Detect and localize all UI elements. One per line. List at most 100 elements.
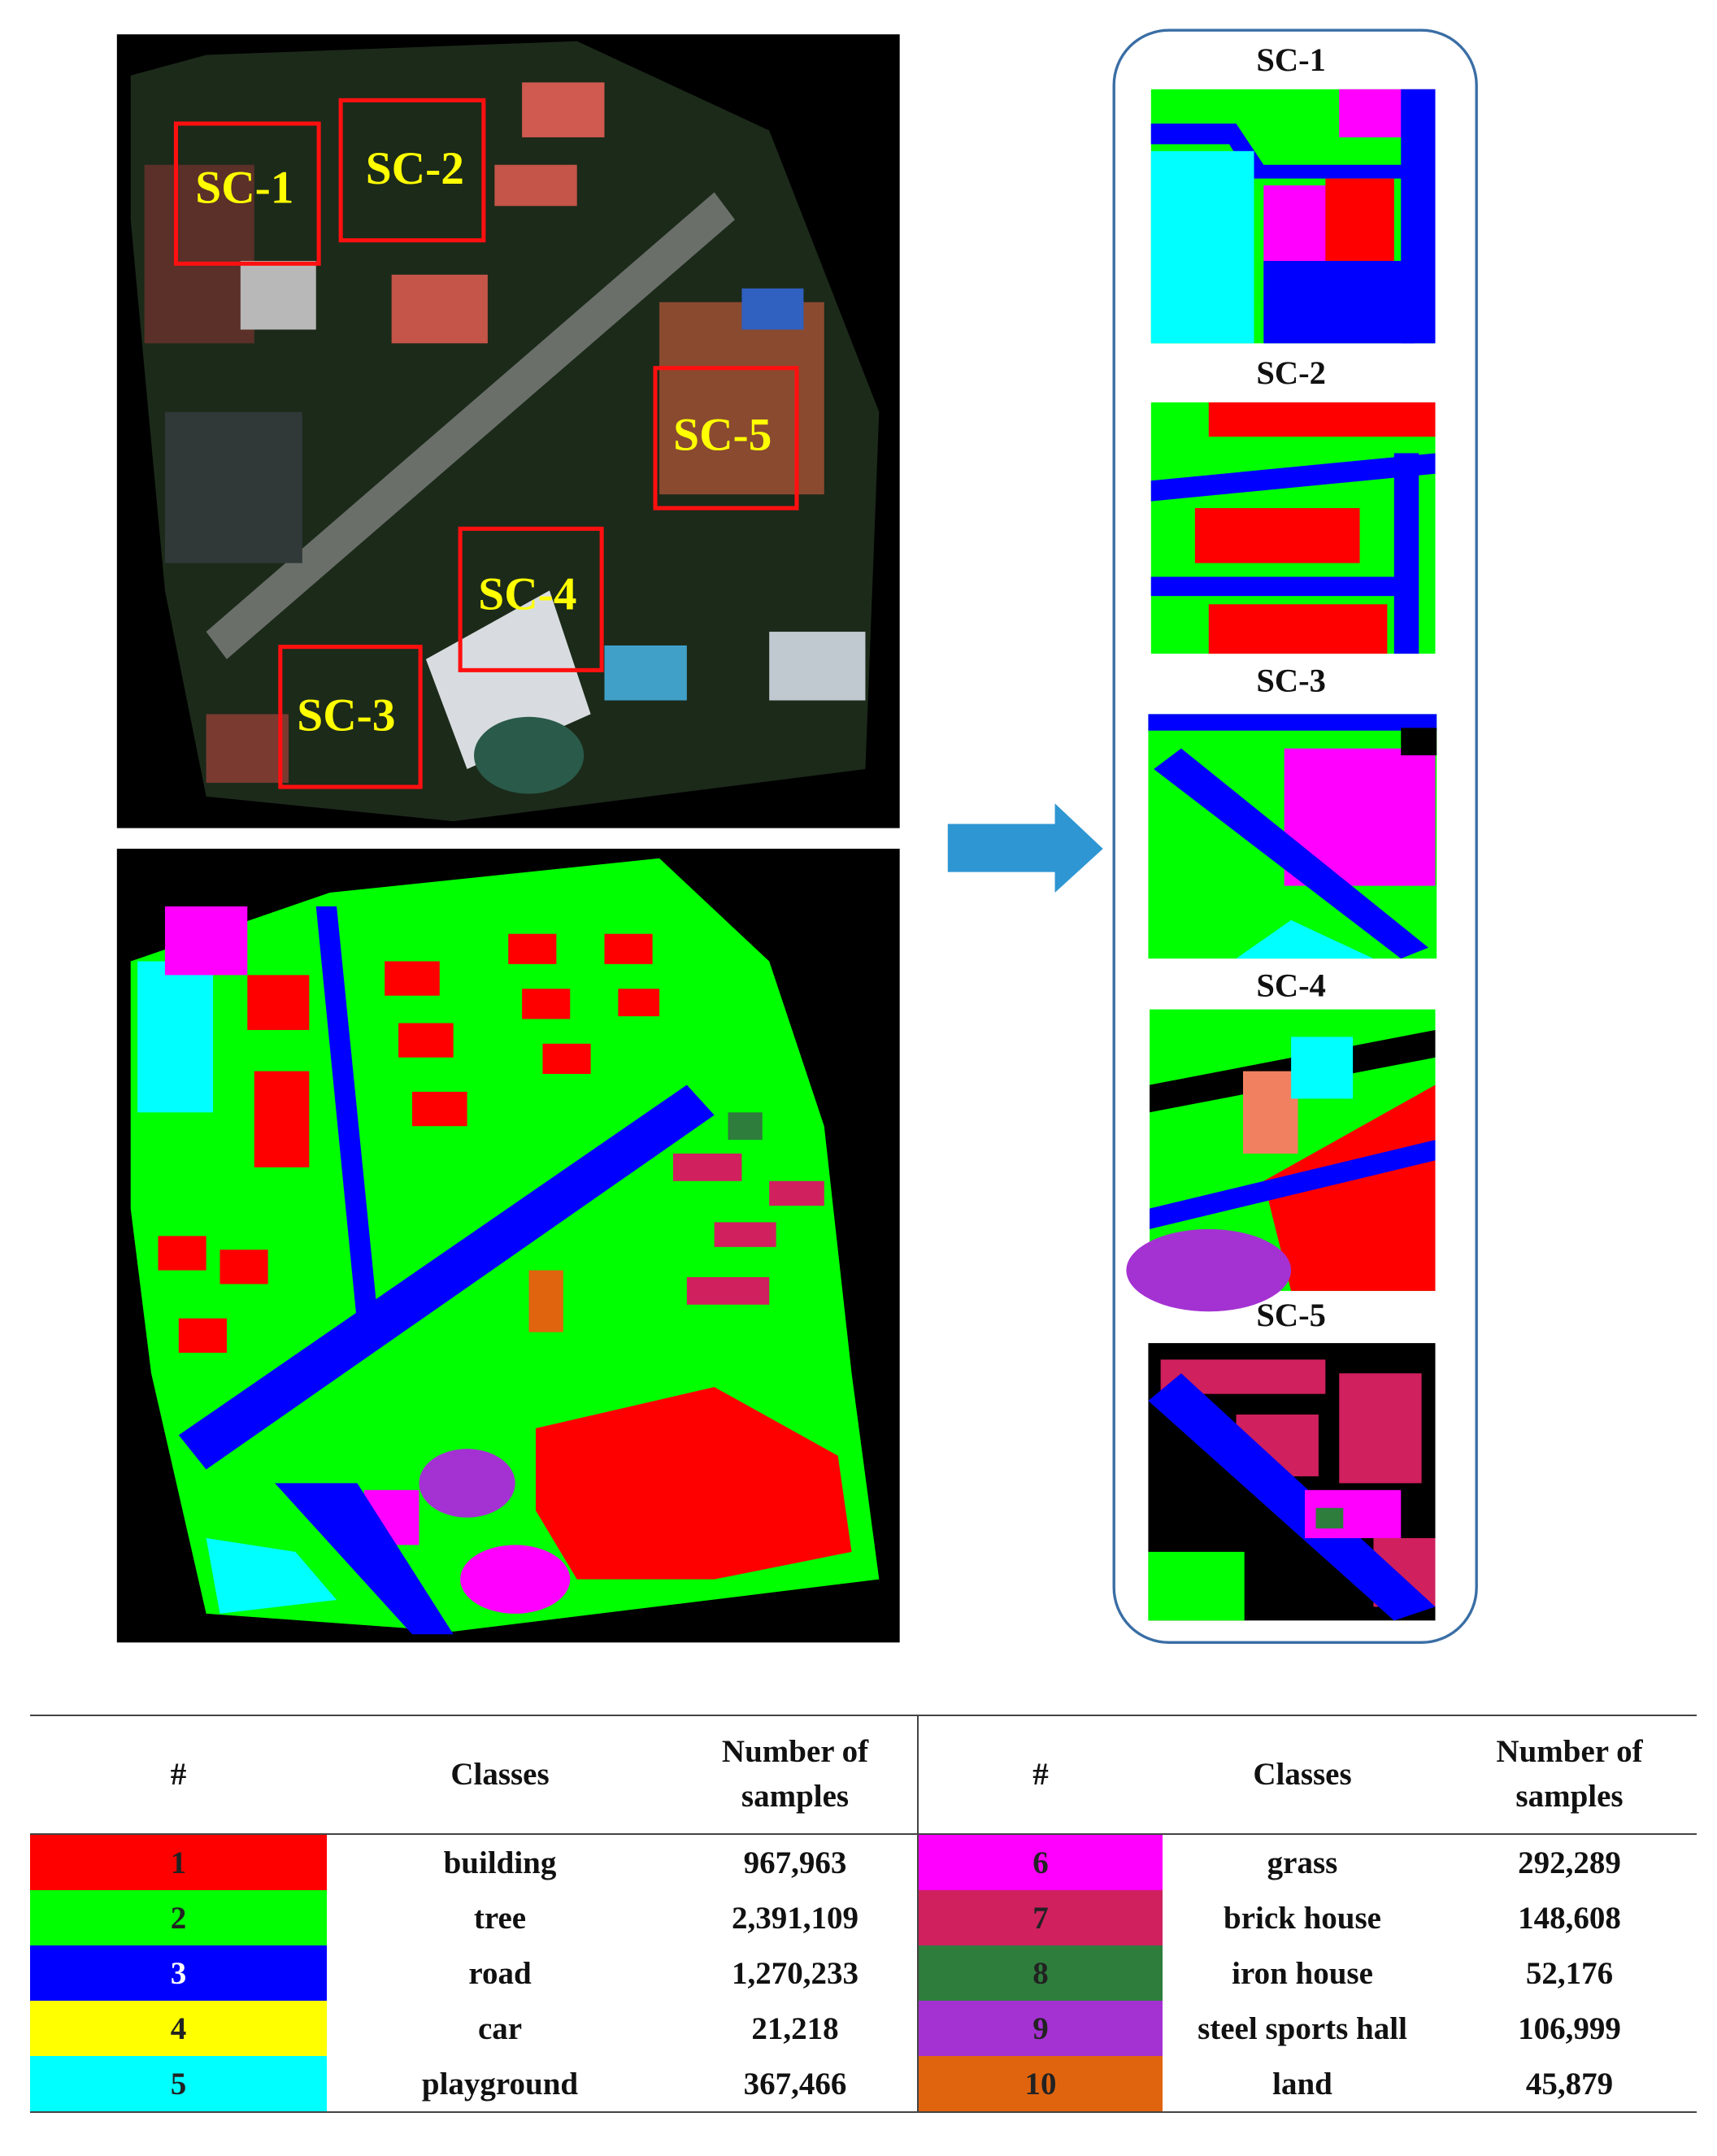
satellite-image-shape bbox=[240, 260, 316, 330]
table-row: 1 building 967,963 6 grass 292,289 bbox=[30, 1834, 1697, 1890]
ground-truth-map-shape-shape bbox=[178, 1318, 227, 1353]
ground-truth-map-shape-shape bbox=[220, 1250, 268, 1284]
class-name: iron house bbox=[1232, 1955, 1373, 1991]
class-name: steel sports hall bbox=[1198, 2010, 1407, 2046]
ground-truth-map-shape bbox=[254, 1071, 310, 1167]
subset-panels-shape-shape bbox=[1236, 919, 1374, 959]
subset-panels-shape-shape bbox=[1150, 150, 1254, 344]
subset-panels-shape-shape bbox=[1401, 728, 1437, 756]
ground-truth-map-shape-shape bbox=[769, 1180, 824, 1206]
ground-truth-map-shape-shape bbox=[542, 1043, 591, 1074]
subset-panels-shape-shape bbox=[1208, 402, 1436, 437]
subset-panels-shape-shape bbox=[1263, 1085, 1436, 1291]
ground-truth-map-shape-shape bbox=[398, 1023, 454, 1058]
ground-truth-map-shape bbox=[206, 1537, 337, 1614]
satellite-image-shape bbox=[741, 288, 804, 330]
ground-truth-map-shape bbox=[315, 906, 378, 1326]
panel-title: SC-2 bbox=[1256, 354, 1326, 391]
class-id: 6 bbox=[917, 1834, 1163, 1890]
subset-panels-shape-shape bbox=[1150, 576, 1398, 597]
sample-count: 52,176 bbox=[1525, 1955, 1614, 1991]
satellite-image-shape bbox=[604, 645, 687, 701]
sample-count: 367,466 bbox=[673, 2056, 918, 2113]
satellite-image-shape bbox=[494, 164, 577, 206]
ground-truth-map-shape bbox=[137, 961, 214, 1113]
subset-panels-shape-shape bbox=[1150, 124, 1436, 179]
class-id: 7 bbox=[917, 1890, 1163, 1945]
subset-panels-shape-shape bbox=[1401, 89, 1436, 344]
ground-truth-map-shape bbox=[178, 1085, 715, 1470]
subset-panels-shape-shape bbox=[1393, 453, 1419, 654]
sample-count: 2,391,109 bbox=[732, 1900, 858, 1936]
class-name: brick house bbox=[1224, 1900, 1381, 1936]
figure: SC-1 SC-2 SC-3 SC-4 SC-5 bbox=[116, 28, 1478, 1645]
subset-panels-shape-shape bbox=[1325, 178, 1394, 261]
ground-truth-map-shape bbox=[528, 1270, 563, 1332]
box-label: SC-1 bbox=[195, 163, 293, 214]
sample-count: 967,963 bbox=[743, 1845, 847, 1880]
subset-panels-shape-shape bbox=[1291, 1037, 1354, 1099]
satellite-image-shape bbox=[659, 302, 824, 495]
satellite-image-shape-shape bbox=[458, 526, 604, 672]
class-id: 3 bbox=[30, 1945, 327, 2001]
class-name: land bbox=[1163, 2056, 1442, 2113]
ground-truth-map-shape bbox=[164, 906, 248, 976]
satellite-image-shape bbox=[474, 716, 585, 794]
class-id: 4 bbox=[30, 2001, 327, 2056]
satellite-image-shape bbox=[144, 164, 254, 344]
subset-panels-shape-shape bbox=[1148, 1551, 1245, 1621]
sample-count: 1,270,233 bbox=[732, 1955, 858, 1991]
ground-truth-map-shape bbox=[460, 1545, 571, 1614]
satellite-image: SC-1 SC-2 SC-3 SC-4 SC-5 bbox=[116, 34, 900, 828]
satellite-image-shape bbox=[164, 411, 302, 563]
ground-truth-map-shape-shape bbox=[618, 989, 660, 1017]
subset-panels-shape-shape bbox=[1154, 748, 1429, 959]
subset-panels-shape-shape bbox=[1148, 1373, 1436, 1621]
satellite-image-shape bbox=[391, 274, 488, 344]
class-name: tree bbox=[473, 1900, 527, 1936]
box-label: SC-2 bbox=[366, 143, 464, 194]
subset-panels: SC-1 SC-2 SC-3 SC-4 SC-5 bbox=[1112, 28, 1478, 1645]
column-header: Number of samples bbox=[1442, 1715, 1697, 1835]
table-row: 3 road 1,270,233 8 iron house 52,176 bbox=[30, 1945, 1697, 2001]
subset-panels-shape-shape bbox=[1150, 453, 1436, 502]
subset-panels-shape bbox=[1112, 28, 1478, 1645]
panel-title: SC-4 bbox=[1256, 967, 1326, 1004]
sample-count: 21,218 bbox=[751, 2010, 839, 2046]
subset-panels-shape-shape bbox=[1150, 1140, 1436, 1229]
ground-truth-map-shape-shape bbox=[714, 1222, 776, 1247]
arrow bbox=[947, 803, 1103, 893]
ground-truth-map-shape bbox=[158, 933, 852, 1580]
class-id: 2 bbox=[30, 1890, 327, 1945]
satellite-image-shape bbox=[522, 82, 605, 137]
satellite-image-shape bbox=[206, 192, 735, 659]
class-id: 8 bbox=[917, 1945, 1163, 2001]
satellite-image-shape-shape bbox=[173, 121, 321, 266]
ground-truth-map-shape-shape bbox=[672, 1153, 742, 1181]
table-row: 4 car 21,218 9 steel sports hall 106,999 bbox=[30, 2001, 1697, 2056]
column-header: Number of samples bbox=[673, 1715, 918, 1835]
column-header: # bbox=[30, 1715, 327, 1835]
ground-truth-map-shape-shape bbox=[508, 933, 557, 964]
ground-truth-map-shape bbox=[275, 1483, 454, 1635]
satellite-image-shape-shape bbox=[338, 98, 486, 243]
class-name: road bbox=[468, 1955, 532, 1991]
column-header: Classes bbox=[1163, 1715, 1442, 1835]
ground-truth-map-shape-shape bbox=[536, 1387, 852, 1580]
ground-truth-map-shape-shape bbox=[522, 989, 571, 1019]
ground-truth-map-shape bbox=[672, 1153, 824, 1305]
subset-panels-shape bbox=[1148, 1343, 1436, 1621]
satellite-image-shape bbox=[769, 632, 866, 701]
ground-truth-map bbox=[116, 848, 900, 1643]
panel-title: SC-3 bbox=[1256, 663, 1326, 699]
class-table: # Classes Number of samples # Classes Number … bbox=[30, 1715, 1697, 2113]
subset-panels-shape-shape bbox=[1242, 1071, 1298, 1154]
satellite-image-shape bbox=[206, 714, 289, 783]
subset-panels-shape: SC-1 SC-2 SC-3 SC-4 SC-5 bbox=[1256, 41, 1326, 1333]
satellite-image-shape bbox=[173, 98, 799, 789]
sample-count: 148,608 bbox=[1518, 1900, 1621, 1936]
panel-title: SC-1 bbox=[1256, 41, 1326, 78]
sample-count: 106,999 bbox=[1518, 2010, 1621, 2046]
ground-truth-map-shape-shape bbox=[385, 961, 440, 996]
